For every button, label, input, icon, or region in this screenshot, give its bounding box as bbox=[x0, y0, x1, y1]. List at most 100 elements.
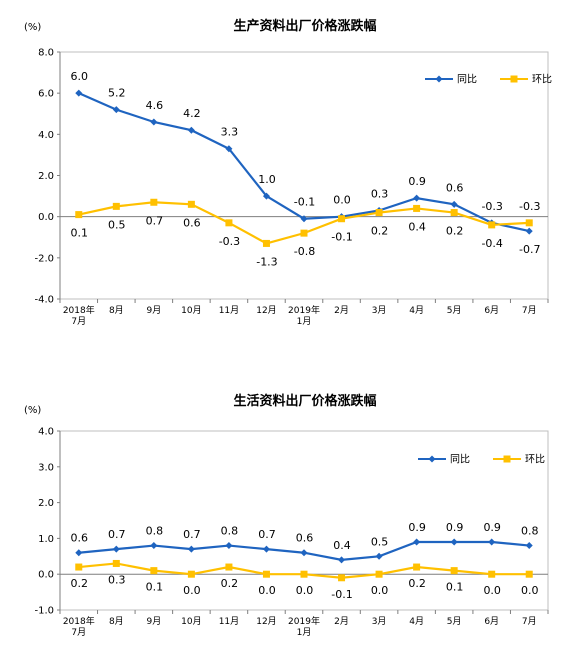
data-label-yoy: -0.1 bbox=[294, 196, 315, 209]
y-tick-label: 4.0 bbox=[38, 427, 54, 438]
x-tick-label: 2019年 1月 bbox=[288, 304, 320, 327]
data-label-mom: 0.4 bbox=[408, 220, 426, 233]
data-point-yoy bbox=[225, 145, 233, 153]
data-point-mom bbox=[413, 563, 421, 571]
x-tick-label: 2018年 7月 bbox=[63, 304, 95, 327]
data-label-mom: 0.0 bbox=[296, 584, 314, 597]
data-label-mom: 0.0 bbox=[371, 584, 389, 597]
data-point-yoy bbox=[300, 215, 308, 223]
data-label-yoy: 0.5 bbox=[371, 535, 389, 548]
data-point-mom bbox=[262, 239, 270, 247]
data-point-mom bbox=[187, 200, 195, 208]
data-point-yoy bbox=[75, 549, 83, 557]
data-point-yoy bbox=[338, 556, 346, 564]
data-label-mom: 0.2 bbox=[446, 225, 464, 238]
data-point-yoy bbox=[150, 118, 158, 126]
data-point-mom bbox=[375, 209, 383, 217]
data-point-mom bbox=[75, 563, 83, 571]
x-tick-label: 5月 bbox=[447, 305, 462, 316]
data-label-yoy: 1.0 bbox=[258, 173, 276, 186]
x-tick-label: 2019年 1月 bbox=[288, 615, 320, 638]
data-point-yoy bbox=[150, 542, 158, 550]
data-label-yoy: 0.3 bbox=[371, 187, 389, 200]
x-tick-label: 2月 bbox=[334, 616, 349, 627]
data-label-yoy: 0.6 bbox=[296, 532, 314, 545]
data-label-yoy: 3.3 bbox=[221, 126, 239, 139]
y-tick-label: -2.0 bbox=[34, 253, 54, 264]
y-tick-label: 4.0 bbox=[38, 130, 54, 141]
data-point-yoy bbox=[450, 200, 458, 208]
x-tick-label: 8月 bbox=[109, 305, 124, 316]
data-point-yoy bbox=[375, 552, 383, 560]
plot-frame bbox=[59, 51, 549, 300]
data-point-yoy bbox=[262, 545, 270, 553]
data-label-mom: 0.1 bbox=[146, 581, 164, 594]
data-label-yoy: -0.3 bbox=[481, 200, 502, 213]
data-point-mom bbox=[300, 570, 308, 578]
data-label-mom: 0.0 bbox=[258, 584, 276, 597]
y-tick-label: 0.0 bbox=[38, 212, 54, 223]
y-tick-label: 2.0 bbox=[38, 171, 54, 182]
x-tick-label: 8月 bbox=[109, 616, 124, 627]
data-point-yoy bbox=[112, 545, 120, 553]
plot-frame bbox=[59, 430, 549, 611]
data-label-yoy: -0.7 bbox=[519, 243, 540, 256]
data-point-yoy bbox=[112, 106, 120, 114]
data-label-yoy: 0.7 bbox=[108, 528, 126, 541]
x-tick-label: 7月 bbox=[522, 305, 537, 316]
data-label-mom: 0.6 bbox=[183, 216, 201, 229]
legend-marker-yoy bbox=[428, 455, 436, 463]
data-point-yoy bbox=[413, 194, 421, 202]
data-label-yoy: 0.9 bbox=[408, 175, 426, 188]
data-point-mom bbox=[488, 221, 496, 229]
data-label-yoy: 0.4 bbox=[333, 539, 351, 552]
data-point-mom bbox=[525, 570, 533, 578]
x-tick-label: 10月 bbox=[181, 305, 201, 316]
data-label-yoy: 0.6 bbox=[71, 532, 89, 545]
data-label-yoy: 0.6 bbox=[446, 181, 464, 194]
data-label-mom: 0.2 bbox=[408, 577, 426, 590]
data-label-yoy: 0.9 bbox=[446, 521, 464, 534]
legend-marker-yoy bbox=[435, 75, 443, 83]
data-point-yoy bbox=[525, 542, 533, 550]
data-label-yoy: 4.6 bbox=[146, 99, 164, 112]
data-point-yoy bbox=[187, 545, 195, 553]
y-tick-label: -1.0 bbox=[34, 606, 54, 617]
data-point-mom bbox=[150, 567, 158, 575]
legend-marker-mom bbox=[503, 455, 511, 463]
y-tick-label: 8.0 bbox=[38, 48, 54, 59]
data-label-mom: 0.2 bbox=[221, 577, 239, 590]
data-point-mom bbox=[413, 204, 421, 212]
data-point-yoy bbox=[488, 538, 496, 546]
data-label-mom: 0.0 bbox=[483, 584, 501, 597]
data-point-mom bbox=[450, 567, 458, 575]
data-label-mom: 0.2 bbox=[371, 225, 389, 238]
x-tick-label: 6月 bbox=[484, 305, 499, 316]
x-tick-label: 4月 bbox=[409, 616, 424, 627]
x-tick-label: 3月 bbox=[372, 305, 387, 316]
data-label-yoy: 0.7 bbox=[183, 528, 201, 541]
y-unit-label: (%) bbox=[24, 405, 41, 416]
data-point-mom bbox=[75, 211, 83, 219]
production-materials-chart: 生产资料出厂价格涨跌幅 (%) 8.0 6.0 4.0 2.0 0.0 -2.0 -4.0 201… bbox=[24, 18, 552, 327]
data-point-mom bbox=[262, 570, 270, 578]
x-tick-label: 11月 bbox=[219, 616, 239, 627]
y-tick-label: 0.0 bbox=[38, 570, 54, 581]
y-unit-label: (%) bbox=[24, 22, 41, 33]
data-point-yoy bbox=[225, 542, 233, 550]
y-tick-label: 3.0 bbox=[38, 462, 54, 473]
data-point-mom bbox=[225, 219, 233, 227]
data-label-mom: 0.5 bbox=[108, 218, 126, 231]
data-point-yoy bbox=[450, 538, 458, 546]
x-tick-label: 4月 bbox=[409, 305, 424, 316]
data-label-mom: 0.0 bbox=[521, 584, 539, 597]
x-tick-label: 3月 bbox=[372, 616, 387, 627]
x-tick-label: 2月 bbox=[334, 305, 349, 316]
data-label-mom: 0.1 bbox=[71, 227, 89, 240]
data-point-yoy bbox=[75, 89, 83, 97]
data-label-yoy: 4.2 bbox=[183, 107, 201, 120]
data-point-mom bbox=[525, 219, 533, 227]
data-label-mom: -1.3 bbox=[256, 255, 277, 268]
data-label-mom: -0.4 bbox=[481, 237, 502, 250]
